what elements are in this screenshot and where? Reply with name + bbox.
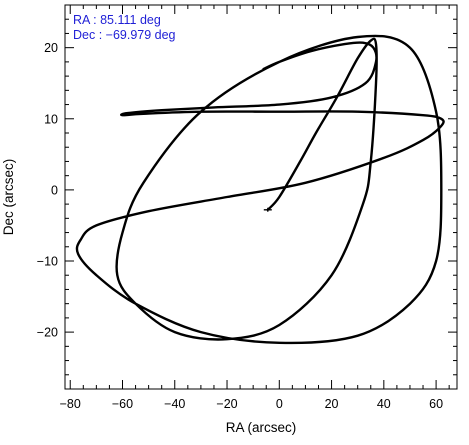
x-tick-label: 0 <box>276 397 283 411</box>
trajectory-line <box>75 34 445 345</box>
y-tick-label: 20 <box>44 41 58 55</box>
y-axis-label: Dec (arcsec) <box>1 159 16 236</box>
x-tick-label: 20 <box>325 397 339 411</box>
x-axis-label: RA (arcsec) <box>226 420 297 435</box>
dec-annotation: Dec : −69.979 deg <box>73 28 176 42</box>
start-point-marker <box>263 207 272 212</box>
x-tick-label: 40 <box>377 397 391 411</box>
y-tick-label: 0 <box>51 183 58 197</box>
y-tick-label: −20 <box>37 326 58 340</box>
y-axis-ticks: −20 −10 0 10 20 <box>37 4 457 390</box>
x-tick-label: −60 <box>112 397 133 411</box>
x-axis-ticks: −80 −60 −40 −20 0 20 40 60 <box>60 5 450 411</box>
ra-annotation: RA : 85.111 deg <box>73 13 161 27</box>
plot-area <box>64 4 458 390</box>
x-tick-label: 60 <box>429 397 443 411</box>
x-tick-label: −40 <box>164 397 185 411</box>
x-tick-label: −20 <box>216 397 237 411</box>
y-tick-label: 10 <box>44 112 58 126</box>
y-tick-label: −10 <box>37 255 58 269</box>
x-tick-label: −80 <box>60 397 81 411</box>
